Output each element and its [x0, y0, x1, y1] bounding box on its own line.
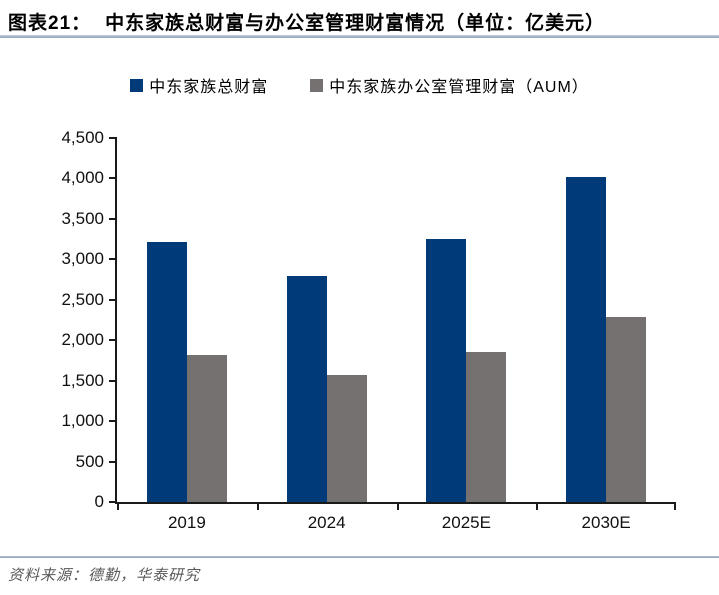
y-axis-tick [109, 379, 117, 382]
x-axis-label-2025E: 2025E [441, 513, 491, 532]
bar-total-wealth-2019 [146, 242, 187, 502]
bar-family-office-aum-2025E [466, 352, 507, 502]
legend-item-family-office-aum: 中东家族办公室管理财富（AUM） [310, 73, 589, 97]
bar-family-office-aum-2024 [326, 375, 367, 502]
x-axis-label-2024: 2024 [307, 513, 346, 532]
y-axis-label: 1,500 [61, 370, 104, 390]
x-axis-label-2030E: 2030E [581, 513, 631, 532]
legend-item-total-wealth: 中东家族总财富 [130, 73, 268, 97]
bar-total-wealth-2024 [286, 276, 327, 502]
legend-label-family-office-aum: 中东家族办公室管理财富（AUM） [329, 79, 589, 96]
y-axis-tick [109, 137, 117, 139]
y-axis-tick [109, 298, 117, 301]
bar-total-wealth-2025E [426, 239, 467, 502]
bar-total-wealth-2030E [566, 176, 607, 502]
y-axis-tick [109, 501, 117, 503]
bar-group-2019 [117, 138, 257, 502]
legend-label-total-wealth: 中东家族总财富 [149, 79, 269, 96]
bar-group-2024 [257, 138, 397, 502]
y-axis-tick [109, 217, 117, 220]
y-axis-tick [109, 258, 117, 261]
x-axis-tick [674, 502, 676, 510]
source-divider [0, 556, 719, 558]
y-axis-label: 1,000 [61, 411, 104, 431]
y-axis-label: 3,000 [61, 249, 104, 269]
x-axis-label-2019: 2019 [167, 513, 206, 532]
y-axis-label: 3,500 [61, 208, 104, 228]
y-axis-label: 4,500 [61, 128, 104, 147]
y-axis-label: 2,000 [61, 330, 104, 350]
y-axis-tick [109, 339, 117, 342]
bar-family-office-aum-2019 [186, 354, 227, 502]
title-divider [0, 35, 719, 38]
y-axis-label: 2,500 [61, 289, 104, 309]
bar-group-2030E [536, 138, 676, 502]
figure-title: 图表21： 中东家族总财富与办公室管理财富情况（单位：亿美元） [8, 8, 605, 35]
x-axis-tick [396, 502, 399, 510]
figure-number: 图表21： [8, 13, 92, 34]
bar-family-office-aum-2030E [606, 316, 647, 502]
x-axis-tick [536, 502, 539, 510]
chart-legend: 中东家族总财富 中东家族办公室管理财富（AUM） [0, 73, 719, 97]
legend-swatch-gray-icon [310, 78, 324, 92]
y-axis-tick [109, 420, 117, 423]
y-axis-label: 4,000 [61, 168, 104, 188]
bar-group-2025E [397, 138, 537, 502]
x-axis-tick [256, 502, 259, 510]
legend-swatch-blue-icon [130, 78, 144, 92]
plot-area: 4,500 4,000 3,500 3,000 2,500 2,000 1,500 1,000… [61, 129, 676, 532]
x-axis-tick [117, 502, 119, 510]
source-note: 资料来源：德勤，华泰研究 [8, 566, 201, 584]
figure-title-text: 中东家族总财富与办公室管理财富情况（单位：亿美元） [105, 13, 606, 34]
y-axis-label: 0 [94, 492, 104, 511]
y-axis-tick [109, 177, 117, 180]
y-axis-label: 500 [75, 451, 104, 471]
y-axis-tick [109, 460, 117, 463]
